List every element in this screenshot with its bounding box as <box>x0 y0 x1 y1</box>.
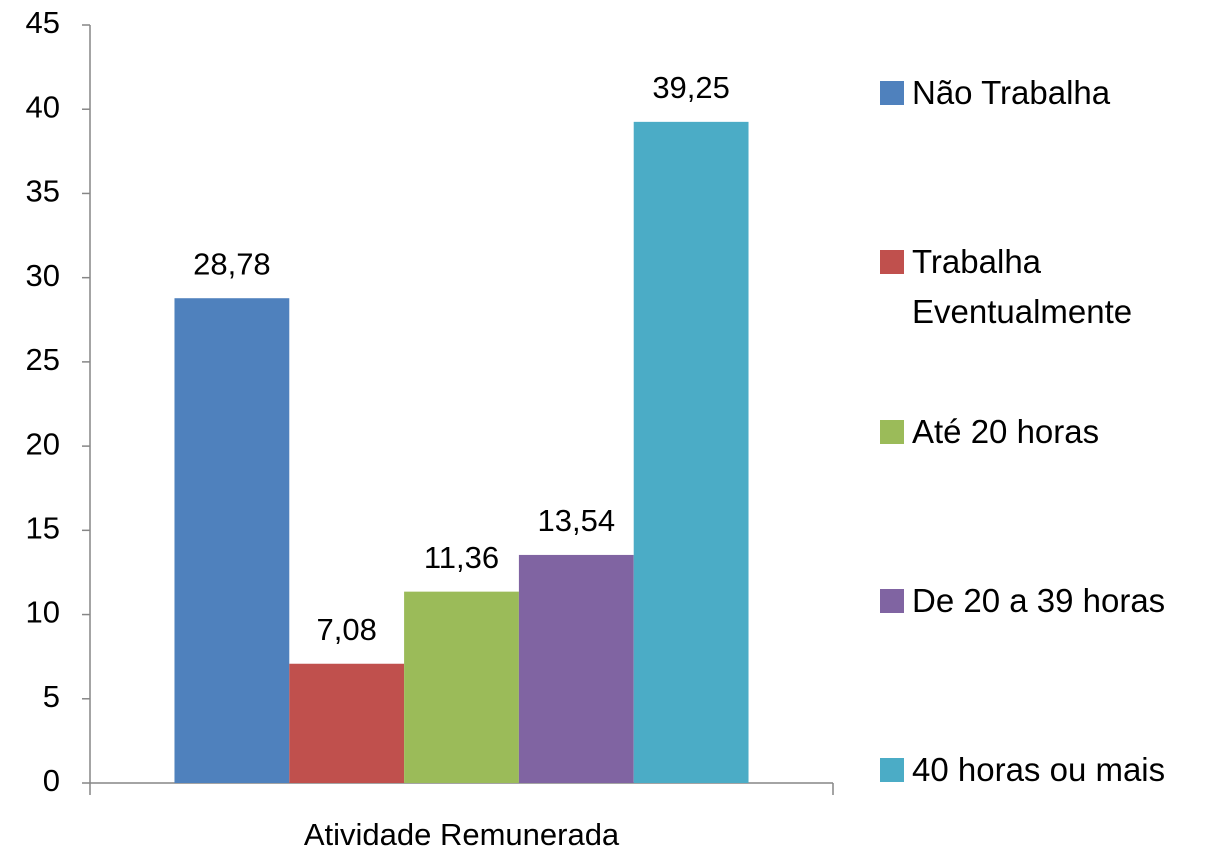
y-tick-label: 45 <box>26 5 60 40</box>
y-tick-label: 35 <box>26 174 60 209</box>
legend-label: Não Trabalha <box>912 74 1111 111</box>
bar <box>404 591 519 783</box>
legend-label: Até 20 horas <box>912 412 1100 450</box>
bar <box>633 121 749 784</box>
data-label: 39,25 <box>652 70 730 105</box>
legend-item: Até 20 horas <box>880 407 1200 457</box>
legend-swatch <box>880 758 904 782</box>
legend-label: 40 horas ou mais <box>912 751 1166 788</box>
legend-item: De 20 a 39 horas <box>880 576 1200 626</box>
y-tick-label: 25 <box>26 342 60 377</box>
bar <box>518 554 634 783</box>
legend-swatch <box>880 250 904 275</box>
bar <box>289 663 405 783</box>
data-label: 7,08 <box>317 612 377 647</box>
data-label: 11,36 <box>424 540 499 575</box>
y-tick-label: 10 <box>26 595 60 630</box>
x-tick-label: Atividade Remunerada <box>304 817 620 852</box>
legend-label: Trabalha Eventualmente <box>912 243 1133 331</box>
legend-item: Não Trabalha <box>880 68 1200 118</box>
y-tick-label: 0 <box>43 763 60 798</box>
legend-label: De 20 a 39 horas <box>912 581 1166 619</box>
data-label: 28,78 <box>193 246 271 281</box>
data-label: 13,54 <box>538 503 616 538</box>
y-tick-label: 5 <box>43 679 60 714</box>
y-tick-label: 30 <box>26 258 60 293</box>
legend-item: 40 horas ou mais <box>880 745 1200 795</box>
legend-swatch <box>880 419 904 444</box>
bar <box>174 298 290 783</box>
y-tick-label: 40 <box>26 89 60 124</box>
y-tick-label: 15 <box>26 511 60 546</box>
legend-item: Trabalha Eventualmente <box>880 237 1200 337</box>
legend-swatch <box>880 81 904 105</box>
y-tick-label: 20 <box>26 426 60 461</box>
legend-swatch <box>880 588 904 613</box>
